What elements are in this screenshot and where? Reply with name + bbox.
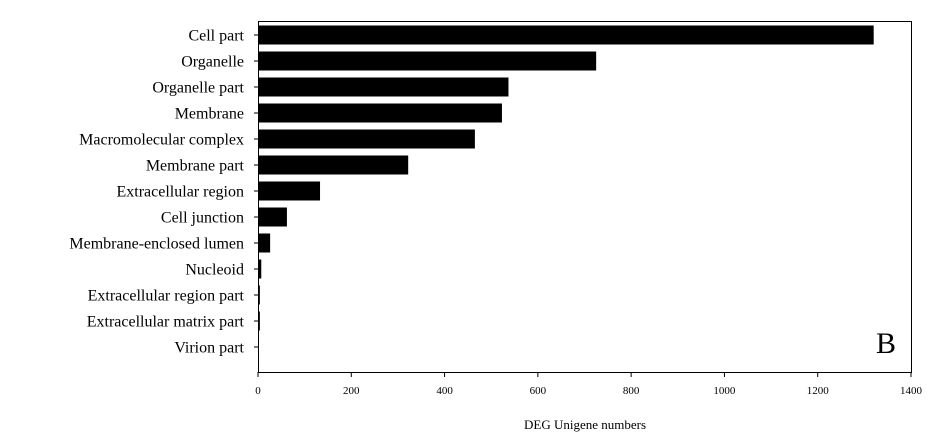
category-label: Extracellular matrix part [87, 314, 245, 331]
category-label: Nucleoid [185, 262, 244, 279]
x-tick-label: 800 [623, 385, 640, 397]
x-tick-label: 1200 [807, 385, 830, 397]
category-label: Extracellular region part [88, 288, 245, 305]
bar [258, 233, 271, 253]
x-tick-label: 200 [343, 385, 360, 397]
bar [258, 77, 509, 97]
bar [258, 311, 260, 331]
bar [258, 207, 287, 227]
bar [258, 51, 597, 71]
bar [258, 103, 502, 123]
y-axis-ticks [254, 34, 258, 348]
x-tick-label: 1400 [900, 385, 923, 397]
category-label: Membrane part [146, 158, 245, 175]
category-label: Virion part [174, 340, 244, 357]
category-label: Membrane [175, 106, 244, 123]
bars-group [258, 25, 874, 357]
category-label: Organelle part [152, 80, 244, 97]
bar [258, 181, 321, 201]
bar [258, 155, 409, 175]
bar [258, 285, 260, 305]
x-axis-ticks: 0 200 400 600 800 1000 1200 1400 [255, 372, 923, 397]
x-tick-label: 600 [530, 385, 547, 397]
x-tick-label: 1000 [713, 385, 736, 397]
bar [258, 337, 259, 357]
plot-frame [258, 21, 912, 373]
x-tick-label: 400 [436, 385, 453, 397]
x-tick-label: 0 [255, 385, 261, 397]
category-label: Organelle [181, 54, 244, 71]
bar [258, 129, 475, 149]
category-label: Cell part [188, 28, 244, 45]
category-label: Membrane-enclosed lumen [69, 236, 244, 253]
bar [258, 25, 874, 45]
category-label: Extracellular region [117, 184, 245, 201]
category-labels: Cell part Organelle Organelle part Membrane… [69, 28, 244, 357]
category-label: Cell junction [161, 210, 244, 227]
panel-label: B [876, 327, 896, 360]
category-label: Macromolecular complex [79, 132, 244, 149]
bar [258, 259, 262, 279]
x-axis-title: DEG Unigene numbers [524, 417, 646, 432]
